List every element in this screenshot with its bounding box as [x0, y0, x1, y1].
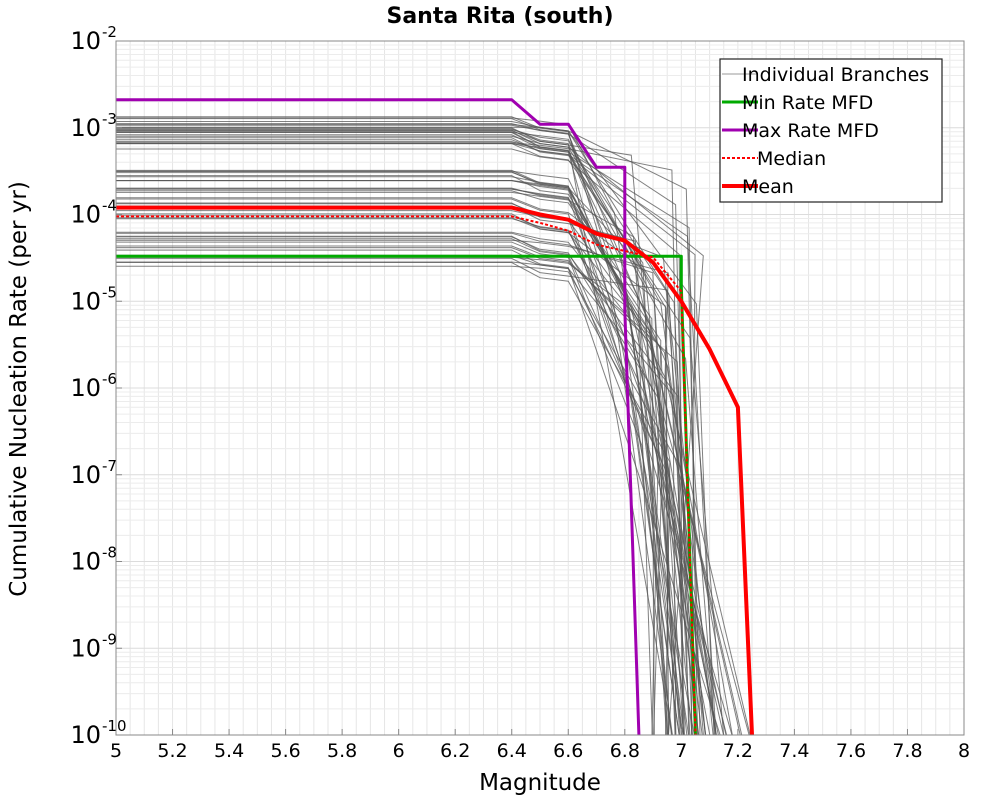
branch-line: [116, 131, 717, 736]
branch-line: [116, 257, 714, 736]
x-tick-label: 6.8: [610, 740, 640, 762]
branch-line: [116, 141, 695, 736]
y-tick-label: 10: [70, 721, 101, 749]
branch-line: [116, 187, 676, 736]
y-tick-exponent: -6: [102, 370, 117, 388]
y-tick-label: 10: [70, 634, 101, 662]
branch-line: [116, 124, 707, 736]
x-tick-label: 5.8: [327, 740, 357, 762]
legend-label: Min Rate MFD: [742, 92, 873, 114]
branch-line: [116, 256, 727, 736]
x-tick-label: 7.6: [836, 740, 866, 762]
series-lines: [116, 98, 754, 736]
legend-label: Mean: [742, 176, 794, 198]
y-tick-exponent: -3: [102, 110, 117, 128]
y-tick-label: 10: [70, 548, 101, 576]
branch-line: [116, 118, 724, 736]
x-tick-label: 5.6: [270, 740, 300, 762]
x-tick-label: 7.2: [723, 740, 753, 762]
branch-line: [116, 265, 706, 736]
branch-line: [116, 205, 668, 736]
branch-line: [116, 232, 677, 736]
y-tick-label: 10: [70, 461, 101, 489]
x-tick-label: 6.2: [440, 740, 470, 762]
branch-line: [116, 191, 668, 736]
branch-line: [116, 217, 669, 736]
x-tick-label: 7.8: [892, 740, 922, 762]
x-axis-label: Magnitude: [479, 770, 601, 796]
branch-line: [116, 171, 751, 736]
branch-line: [116, 249, 721, 736]
branch-line: [116, 262, 671, 736]
y-tick-exponent: -7: [102, 457, 117, 475]
branch-line: [116, 137, 696, 736]
branch-line: [116, 148, 684, 736]
branch-line: [116, 247, 693, 736]
branch-line: [116, 139, 725, 736]
branch-line: [116, 197, 693, 736]
y-tick-exponent: -5: [102, 283, 117, 301]
branch-line: [116, 176, 680, 736]
branch-line: [116, 175, 683, 736]
y-axis-ticks: 10-210-310-410-510-610-710-810-910-10: [70, 23, 126, 749]
branch-line: [116, 116, 673, 736]
individual-branches: [116, 116, 751, 736]
y-tick-exponent: -10: [102, 717, 127, 735]
y-tick-label: 10: [70, 114, 101, 142]
branch-line: [116, 235, 685, 736]
branch-line: [116, 198, 733, 736]
x-tick-label: 5: [110, 740, 122, 762]
y-tick-label: 10: [70, 201, 101, 229]
y-tick-exponent: -2: [102, 23, 117, 41]
y-tick-exponent: -4: [102, 197, 117, 215]
x-tick-label: 5.4: [214, 740, 244, 762]
branch-line: [116, 128, 673, 736]
y-tick-exponent: -9: [102, 630, 117, 648]
legend-label: Individual Branches: [742, 64, 929, 86]
y-tick-label: 10: [70, 27, 101, 55]
x-tick-label: 8: [958, 740, 970, 762]
x-tick-label: 6: [393, 740, 405, 762]
series-line-median: [116, 215, 697, 736]
chart-title: Santa Rita (south): [386, 4, 613, 29]
x-tick-label: 7.4: [779, 740, 809, 762]
series-line-max-rate-mfd: [116, 98, 641, 736]
legend: Individual Branches Min Rate MFD Max Rate …: [719, 58, 943, 203]
x-tick-label: 6.6: [553, 740, 583, 762]
x-tick-label: 6.4: [497, 740, 527, 762]
series-line-mean: [116, 205, 754, 736]
branch-line: [116, 261, 677, 736]
y-tick-label: 10: [70, 287, 101, 315]
y-tick-label: 10: [70, 374, 101, 402]
y-tick-exponent: -8: [102, 544, 117, 562]
legend-label: Max Rate MFD: [742, 120, 879, 142]
x-axis-ticks: 5 5.2 5.4 5.6 5.8 6 6.2 6.4 6.6 6.8 7 7.2 7.4 7.6 7.8 8: [110, 729, 970, 762]
y-axis-label: Cumulative Nucleation Rate (per yr): [6, 181, 32, 597]
x-tick-label: 5.2: [157, 740, 187, 762]
x-tick-label: 7: [675, 740, 687, 762]
legend-label: Median: [757, 148, 826, 170]
